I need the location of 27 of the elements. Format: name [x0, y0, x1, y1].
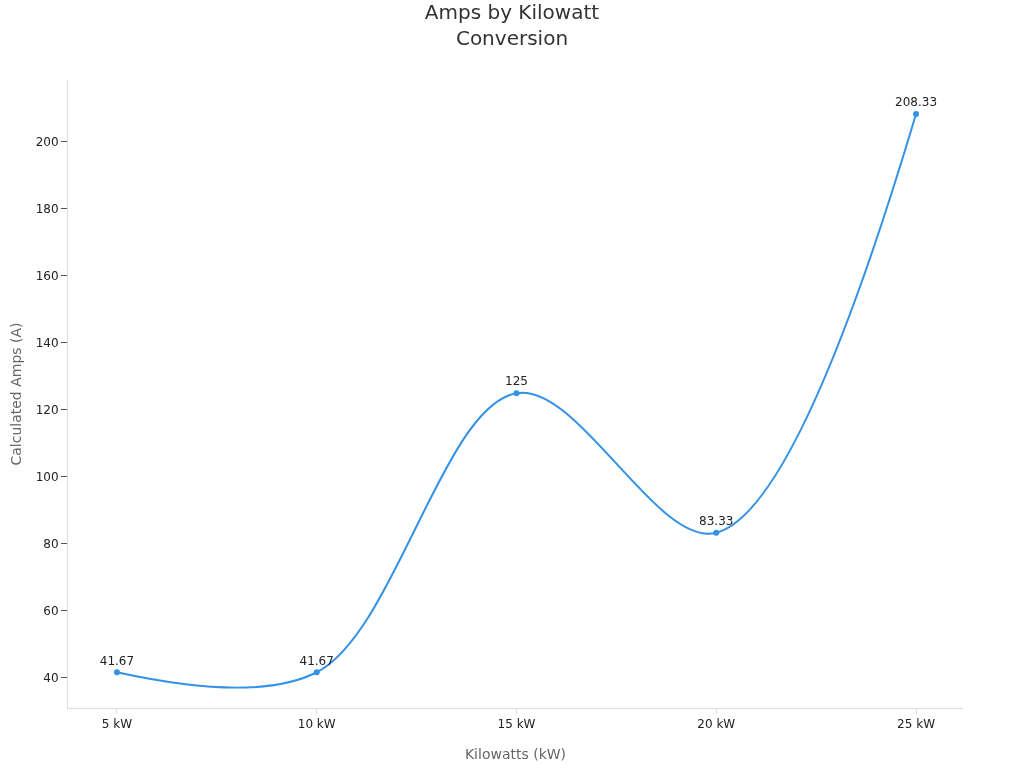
x-tick-label: 25 kW: [897, 717, 936, 732]
y-tick-label: 80: [43, 537, 59, 552]
chart-title: Amps by Kilowatt Conversion: [424, 0, 600, 51]
x-tick-label: 5 kW: [101, 717, 133, 732]
point: [313, 669, 320, 676]
y-tick-label: 180: [35, 202, 59, 217]
x-tick-label: 20 kW: [697, 717, 736, 732]
x-axis-title: Kilowatts (kW): [464, 745, 567, 762]
y-tick-label: 60: [43, 604, 59, 619]
x-tick-label: 15 kW: [497, 717, 536, 732]
y-axis-title: Calculated Amps (A): [8, 322, 25, 466]
y-tick-label: 100: [35, 470, 59, 485]
data-label: 208.33: [895, 95, 938, 110]
point: [513, 390, 520, 397]
y-tick-label: 120: [35, 403, 59, 418]
point: [713, 529, 720, 536]
y-tick-label: 140: [35, 336, 59, 351]
data-label: 41.67: [99, 653, 135, 668]
x-tick-label: 10 kW: [297, 717, 336, 732]
y-tick-label: 200: [35, 135, 59, 150]
point: [913, 111, 920, 118]
data-label: 41.67: [299, 653, 334, 668]
data-label: 125: [505, 374, 528, 389]
data-label: 83.33: [699, 513, 734, 528]
point: [113, 669, 120, 676]
y-tick-label: 160: [35, 269, 59, 284]
y-tick-label: 40: [43, 671, 59, 686]
